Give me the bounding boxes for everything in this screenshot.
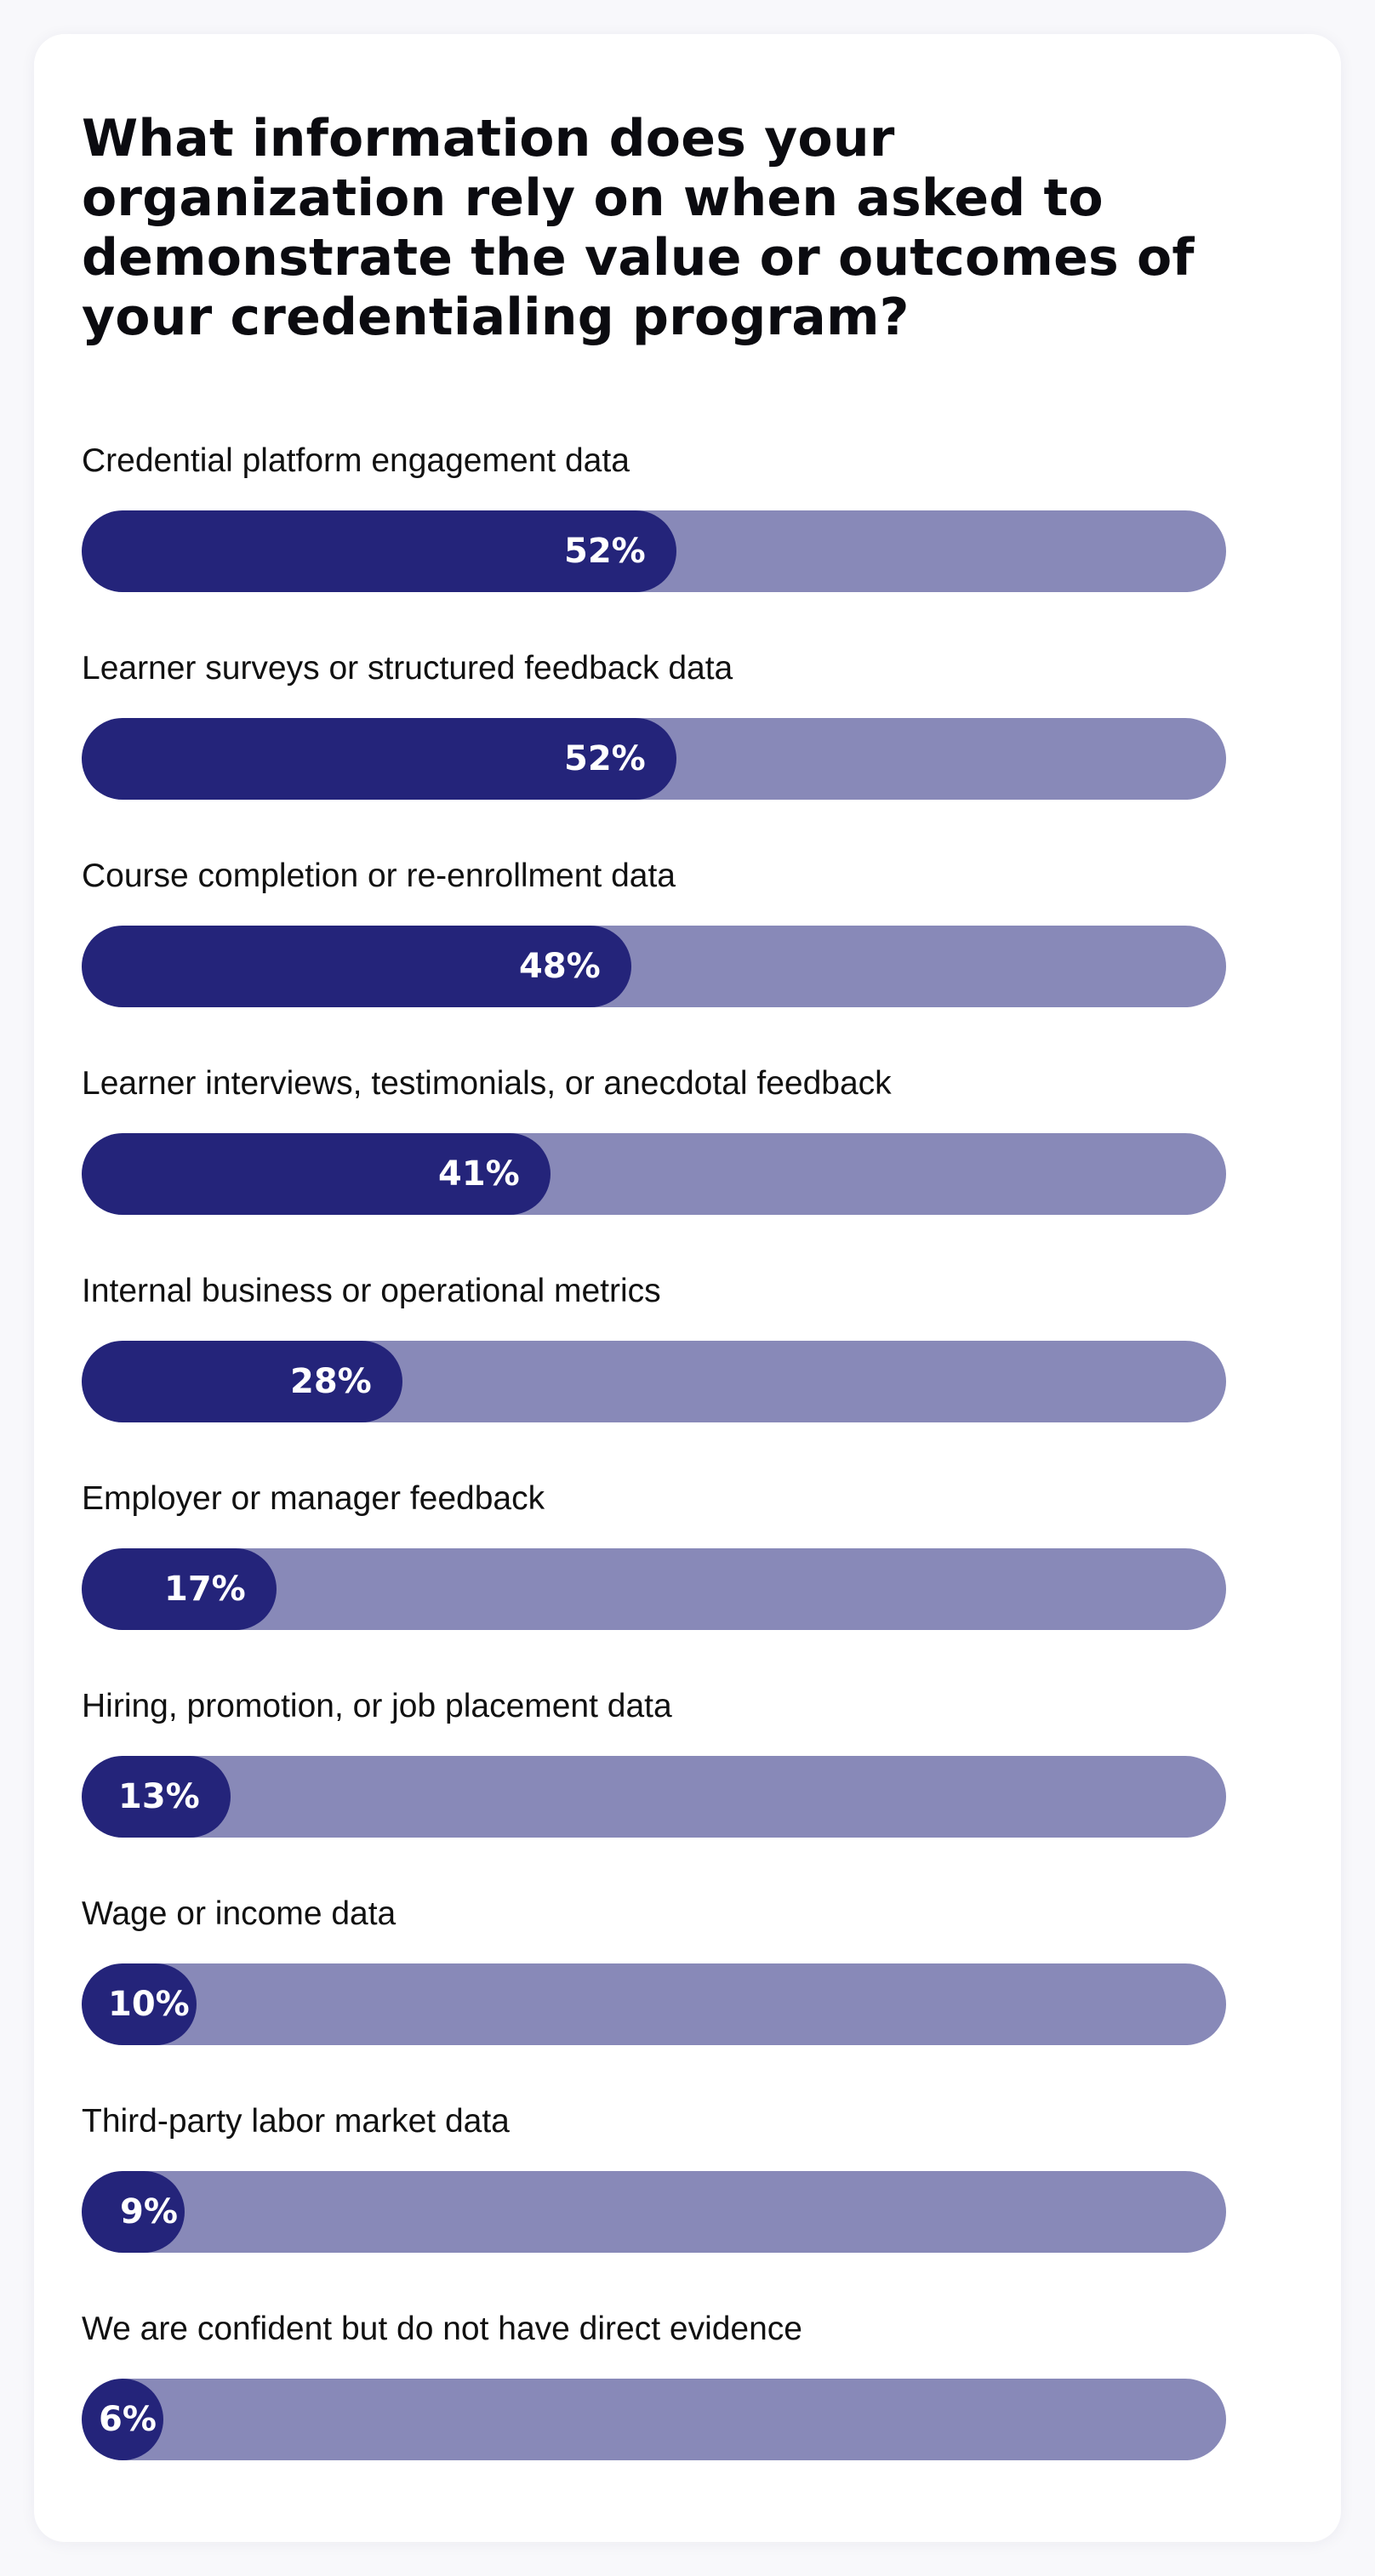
bar-track: 48% bbox=[82, 926, 1226, 1007]
bar-row: We are confident but do not have direct … bbox=[82, 2309, 1226, 2462]
bar-row: Credential platform engagement data 52% bbox=[82, 441, 1226, 594]
bar-track: 9% bbox=[82, 2171, 1226, 2253]
bar bbox=[82, 1133, 551, 1215]
category-label: Learner surveys or structured feedback d… bbox=[82, 650, 733, 687]
bar-track: 17% bbox=[82, 1548, 1226, 1630]
bar-track: 13% bbox=[82, 1756, 1226, 1838]
bar-track: 52% bbox=[82, 510, 1226, 592]
value-label: 41% bbox=[438, 1154, 520, 1194]
value-label: 52% bbox=[564, 739, 646, 778]
bar-row: Hiring, promotion, or job placement data… bbox=[82, 1686, 1226, 1839]
bar-row: Employer or manager feedback 17% bbox=[82, 1479, 1226, 1632]
category-label: We are confident but do not have direct … bbox=[82, 2311, 802, 2347]
category-label: Internal business or operational metrics bbox=[82, 1273, 661, 1309]
bar-track: 6% bbox=[82, 2379, 1226, 2460]
category-label: Third-party labor market data bbox=[82, 2103, 510, 2140]
value-label: 13% bbox=[118, 1777, 200, 1816]
value-label: 6% bbox=[99, 2400, 157, 2439]
bar-track: 10% bbox=[82, 1963, 1226, 2045]
category-label: Learner interviews, testimonials, or ane… bbox=[82, 1065, 892, 1102]
bar bbox=[82, 510, 676, 592]
bar bbox=[82, 1756, 231, 1838]
bar-row: Wage or income data 10% bbox=[82, 1894, 1226, 2047]
bar-track: 28% bbox=[82, 1341, 1226, 1422]
value-label: 28% bbox=[290, 1362, 372, 1401]
chart-card bbox=[34, 34, 1341, 2542]
bar-row: Internal business or operational metrics… bbox=[82, 1271, 1226, 1424]
category-label: Wage or income data bbox=[82, 1895, 397, 1932]
category-label: Hiring, promotion, or job placement data bbox=[82, 1688, 672, 1724]
category-label: Credential platform engagement data bbox=[82, 442, 630, 479]
category-label: Course completion or re-enrollment data bbox=[82, 858, 676, 894]
bar-track: 41% bbox=[82, 1133, 1226, 1215]
bar bbox=[82, 1963, 197, 2045]
bar-row: Course completion or re-enrollment data 4… bbox=[82, 856, 1226, 1009]
bar bbox=[82, 2171, 185, 2253]
category-label: Employer or manager feedback bbox=[82, 1480, 545, 1517]
bar-row: Learner interviews, testimonials, or ane… bbox=[82, 1063, 1226, 1217]
bar bbox=[82, 926, 631, 1007]
value-label: 52% bbox=[564, 532, 646, 571]
bar-row: Third-party labor market data 9% bbox=[82, 2101, 1226, 2254]
value-label: 9% bbox=[120, 2192, 178, 2231]
bar-row: Learner surveys or structured feedback d… bbox=[82, 648, 1226, 801]
value-label: 17% bbox=[164, 1570, 246, 1609]
chart-title: What information does your organization … bbox=[82, 109, 1195, 347]
bar bbox=[82, 1341, 402, 1422]
bar bbox=[82, 718, 676, 800]
bar bbox=[82, 2379, 163, 2460]
value-label: 48% bbox=[519, 947, 601, 986]
value-label: 10% bbox=[108, 1985, 190, 2024]
bar-track: 52% bbox=[82, 718, 1226, 800]
bar bbox=[82, 1548, 277, 1630]
